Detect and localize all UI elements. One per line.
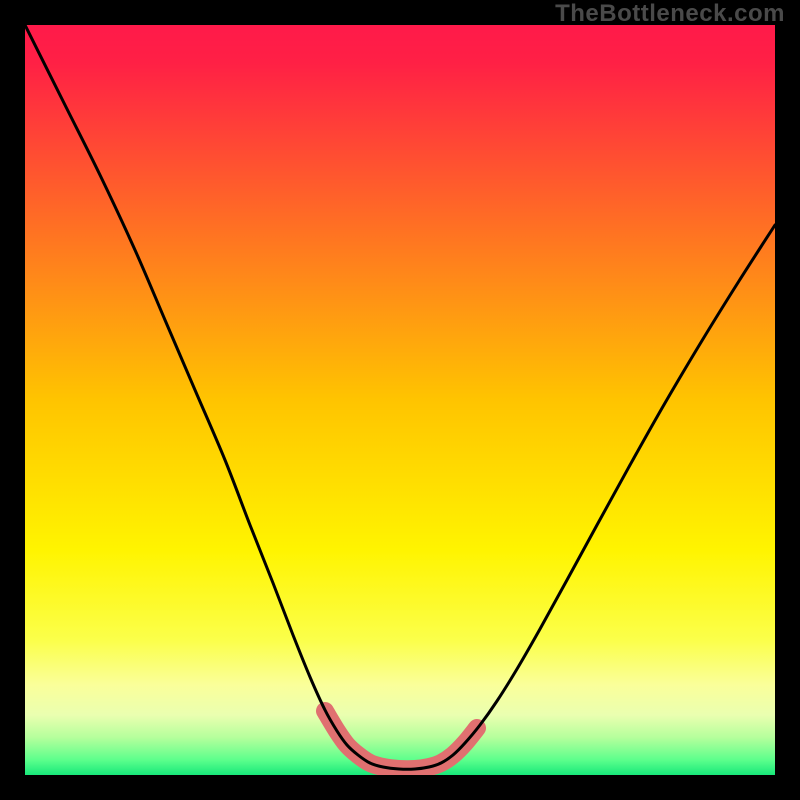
v-curve-line — [25, 25, 775, 769]
chart-frame: TheBottleneck.com — [0, 0, 800, 800]
trough-highlight — [325, 711, 477, 769]
curve-layer — [25, 25, 775, 775]
watermark-text: TheBottleneck.com — [555, 0, 785, 28]
plot-area — [25, 25, 775, 775]
